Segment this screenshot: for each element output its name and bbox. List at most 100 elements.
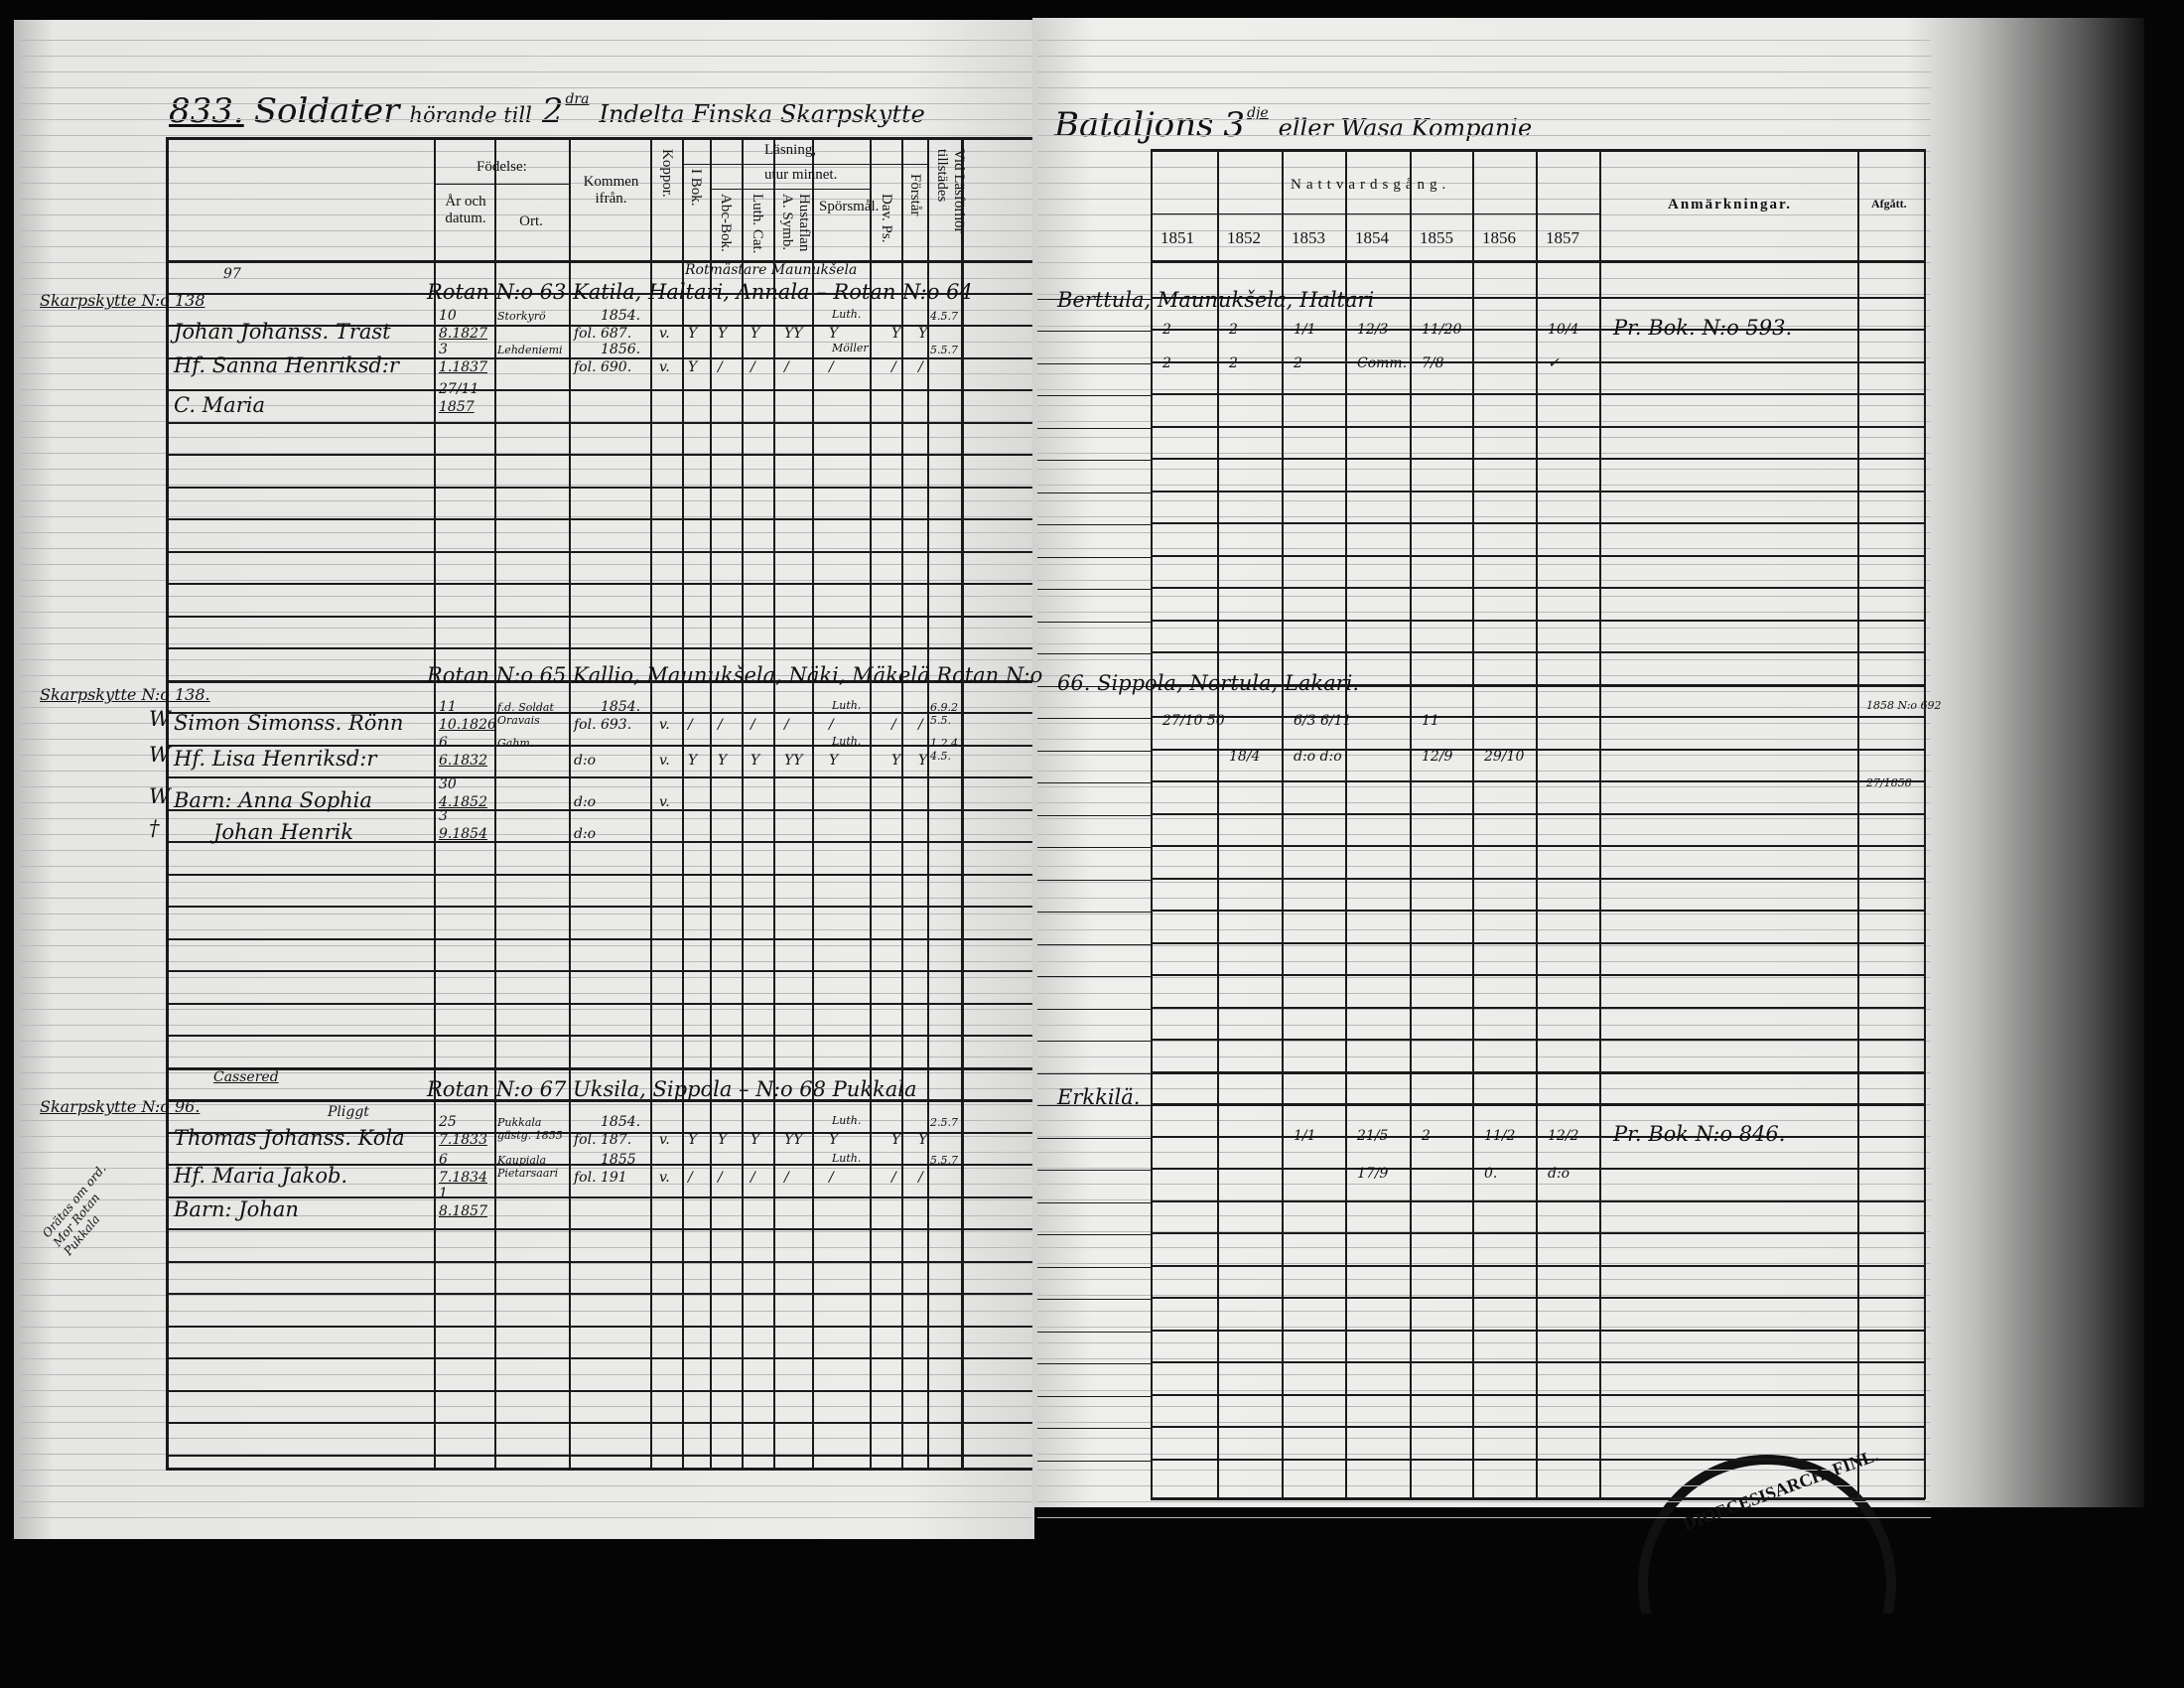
ruling — [1037, 71, 1931, 72]
row-line — [166, 583, 1032, 585]
row-line — [1037, 362, 1151, 364]
title-text: Bataljons — [1054, 105, 1214, 145]
row-line — [166, 712, 1032, 714]
ruling — [20, 1295, 1032, 1296]
ruling — [20, 151, 1032, 152]
ruling — [20, 1184, 1032, 1185]
ruling — [1037, 199, 1931, 200]
ruling — [1037, 786, 1931, 787]
nattvard-1855: 2 — [1422, 1128, 1431, 1144]
row-line — [166, 615, 1032, 618]
reading-mark: YY — [784, 1132, 803, 1148]
ruling — [1037, 675, 1931, 676]
lasforhor-value: 1.2.4. 4.5. — [930, 737, 962, 763]
sporsmal-note: Luth. — [832, 1114, 862, 1127]
title-ordinal: 3 — [1223, 105, 1246, 145]
ruling — [20, 183, 1032, 184]
row-line — [1151, 812, 1925, 815]
row-line — [1037, 1428, 1151, 1429]
koppor-mark: v. — [659, 717, 670, 733]
table-bottom — [166, 1468, 1032, 1471]
ruling — [20, 135, 1032, 136]
kommen-folio: d:o — [574, 826, 597, 842]
row-line — [1151, 1070, 1925, 1074]
nattvard-1857: 10/4 — [1548, 322, 1579, 338]
ruling — [1037, 1247, 1931, 1248]
ruling — [20, 1279, 1032, 1280]
lasforhor-value: 6.9.2 5.5. — [930, 701, 958, 727]
nattvard-1857: ✓ — [1548, 355, 1560, 371]
ruling — [1037, 548, 1931, 549]
ruling — [20, 167, 1032, 168]
row-line — [1151, 683, 1925, 687]
ruling — [1037, 1470, 1931, 1471]
row-line — [1037, 750, 1151, 752]
ruling — [20, 612, 1032, 613]
ruling — [20, 898, 1032, 899]
kommen-folio: fol. 690. — [574, 359, 632, 375]
header-year-1854: 1854 — [1355, 228, 1389, 247]
column-line — [1151, 149, 1153, 1499]
kommen-year: 1854. — [601, 1114, 641, 1130]
ruling — [1037, 1374, 1931, 1375]
koppor-mark: v. — [659, 326, 670, 342]
birth-date: 6.1832 — [439, 753, 487, 769]
reading-mark: / — [751, 717, 755, 733]
row-line — [1151, 910, 1925, 912]
birth-place: Lehdeniemi — [497, 344, 563, 356]
reading-mark: Y — [688, 1132, 698, 1148]
ruling — [1037, 87, 1931, 88]
ruling — [20, 1501, 1032, 1502]
ruling — [20, 1041, 1032, 1042]
row-line — [166, 647, 1032, 649]
row-line — [1037, 685, 1151, 687]
ruling — [20, 755, 1032, 756]
rule-line — [1151, 213, 1599, 214]
row-line — [1037, 460, 1151, 461]
row-line — [1037, 621, 1151, 623]
title-text: Soldater — [253, 91, 400, 131]
reading-mark: Y — [891, 1132, 901, 1148]
kommen-year: 1855 — [601, 1152, 636, 1168]
ruling — [1037, 1152, 1931, 1153]
ruling — [1037, 421, 1931, 422]
ruling — [20, 230, 1032, 231]
nattvard-1855: 11/20 — [1422, 322, 1462, 338]
lasforhor-value: 5.5.7 — [930, 1154, 958, 1167]
birth-place: Storkyrö — [497, 310, 546, 323]
ruling — [1037, 516, 1931, 517]
nattvard-1856: 0. — [1484, 1166, 1498, 1182]
ruling — [1037, 1056, 1931, 1057]
header-dav: Dav. Ps. — [879, 194, 894, 243]
lasforhor-value: 4.5.7 — [930, 310, 958, 323]
nattvard-1852: 2 — [1229, 355, 1238, 371]
member-name: C. Maria — [174, 393, 265, 417]
column-line — [650, 139, 652, 1470]
ruling — [1037, 246, 1931, 247]
row-line — [1151, 1199, 1925, 1202]
row-line — [166, 550, 1032, 553]
ruling — [20, 945, 1032, 946]
row-line — [1151, 393, 1925, 395]
column-line — [710, 139, 712, 1470]
nattvard-1853: 6/3 6/11 — [1294, 713, 1352, 729]
ruling — [1037, 882, 1931, 883]
column-line — [773, 139, 775, 1470]
ruling — [1037, 771, 1931, 772]
row-line — [1037, 1041, 1151, 1042]
ruling — [20, 1311, 1032, 1312]
member-name: Simon Simonss. Rönn — [174, 711, 404, 735]
reading-mark: / — [918, 359, 923, 375]
reading-mark: / — [718, 359, 723, 375]
ruling — [20, 548, 1032, 549]
ruling — [20, 1517, 1032, 1518]
table-bottom — [1151, 1497, 1925, 1500]
row-line — [1151, 296, 1925, 299]
ruling — [1037, 1088, 1931, 1089]
ruling — [1037, 1041, 1931, 1042]
ruling — [20, 707, 1032, 708]
birth-date: 9.1854 — [439, 826, 487, 842]
ruling — [20, 1168, 1032, 1169]
row-line — [1151, 329, 1925, 331]
ruling — [1037, 405, 1931, 406]
